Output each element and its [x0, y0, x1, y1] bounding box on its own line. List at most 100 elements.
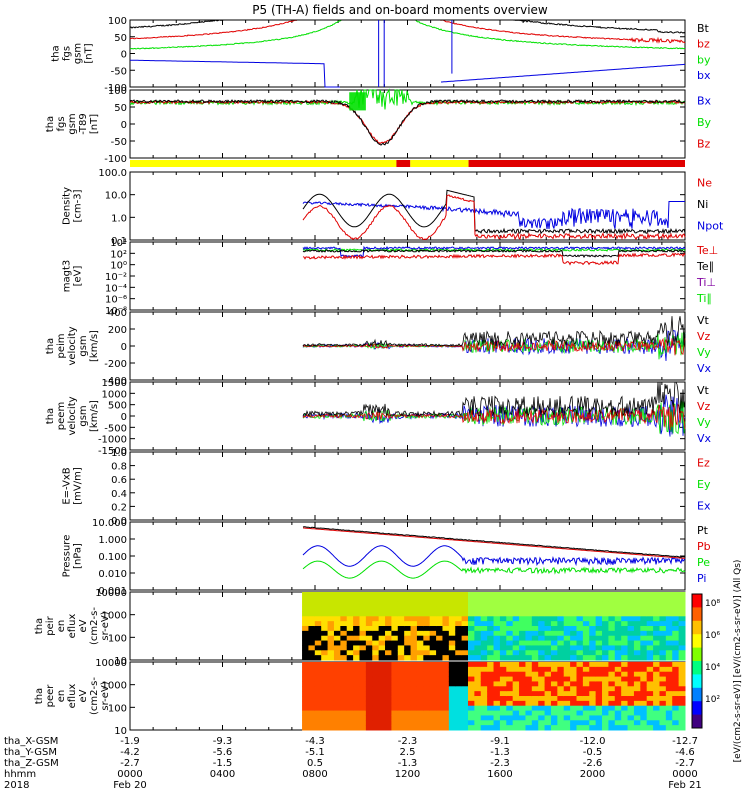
y-axis-label-line: [km/s] [89, 400, 100, 432]
spectrogram-cell [461, 635, 469, 642]
spectrogram-cell [327, 626, 335, 632]
spectrogram-cell [595, 630, 603, 637]
spectrogram-cell [346, 601, 354, 608]
y-axis-label-line: en [56, 620, 67, 633]
spectrogram-cell [672, 700, 680, 707]
spectrogram-cell [576, 705, 584, 712]
legend-Ni: Ni [697, 198, 708, 211]
spectrogram-cell [442, 635, 450, 642]
spectrogram-cell [340, 611, 348, 617]
legend-by: by [697, 53, 711, 66]
spectrogram-cell [659, 640, 667, 646]
spectrogram-cell [321, 650, 329, 656]
spectrogram-cell [404, 696, 412, 702]
spectrogram-cell [340, 645, 348, 651]
spectrogram-cell [442, 681, 450, 687]
spectrogram-cell [614, 710, 622, 716]
spectrogram-cell [333, 640, 341, 646]
spectrogram-cell [519, 596, 526, 603]
spectrogram-cell [314, 671, 322, 678]
spectrogram-cell [512, 696, 520, 702]
spectrogram-cell [678, 621, 686, 627]
spectrogram-cell [353, 671, 360, 678]
spectrogram-cell [493, 681, 501, 687]
spectrogram-cell [563, 596, 571, 603]
spectrogram-cell [416, 686, 424, 692]
spectrogram-cell [302, 650, 309, 656]
spectrogram-cell [659, 616, 667, 622]
spectrogram-cell [653, 720, 660, 726]
spectrogram-cell [321, 662, 329, 668]
spectrogram-cell [359, 676, 367, 682]
spectrogram-cell [308, 606, 316, 612]
spectrogram-cell [633, 686, 641, 692]
spectrogram-cell [487, 686, 495, 692]
spectrogram-cell [385, 611, 392, 617]
series-blue [302, 394, 686, 437]
spectrogram-cell [359, 710, 367, 716]
spectrogram-cell [327, 606, 335, 612]
y-tick-label: 100.0 [98, 168, 127, 179]
spectrogram-cell [499, 676, 507, 682]
spectrogram-cell [487, 700, 495, 707]
spectrogram-cell [333, 655, 341, 661]
spectrogram-cell [423, 671, 431, 678]
spectrogram-cell [633, 635, 641, 642]
spectrogram-cell [474, 650, 482, 656]
spectrogram-cell [346, 666, 354, 673]
spectrogram-cell [340, 705, 348, 712]
spectrogram-cell [410, 715, 418, 721]
spectrogram-cell [340, 691, 348, 697]
spectrogram-cell [576, 662, 584, 668]
spectrogram-cell [308, 720, 316, 726]
spectrogram-cell [499, 681, 507, 687]
spectrogram-cell [544, 705, 552, 712]
spectrogram-cell [429, 715, 437, 721]
spectrogram-cell [372, 630, 380, 637]
spectrogram-cell [423, 621, 431, 627]
spectrogram-cell [557, 630, 565, 637]
spectrogram-cell [557, 616, 565, 622]
spectrogram-cell [391, 686, 399, 692]
series-blue [302, 545, 686, 567]
spectrogram-cell [404, 700, 412, 707]
series-black [302, 381, 686, 418]
spectrogram-cell [538, 720, 546, 726]
spectrogram-cell [308, 621, 316, 627]
spectrogram-cell [538, 616, 546, 622]
spectrogram-cell [627, 691, 635, 697]
spectrogram-cell [531, 630, 539, 637]
spectrogram-cell [302, 606, 309, 612]
spectrogram-cell [404, 676, 412, 682]
spectrogram-cell [480, 671, 488, 678]
spectrogram-cell [595, 700, 603, 707]
spectrogram-cell [640, 662, 648, 668]
spectrogram-cell [659, 725, 667, 731]
legend-bx: bx [697, 69, 711, 82]
spectrogram-cell [531, 592, 539, 598]
spectrogram-cell [372, 720, 380, 726]
series-green [302, 560, 686, 579]
spectrogram-cell [410, 606, 418, 612]
spectrogram-cell [608, 686, 616, 692]
spectrogram-cell [665, 691, 673, 697]
y-axis-label-line: [mV/m] [73, 467, 84, 505]
legend-Pb: Pb [697, 540, 711, 553]
spectrogram-cell [378, 592, 386, 598]
spectrogram-cell [436, 720, 443, 726]
spectrogram-cell [531, 616, 539, 622]
legend-Bt: Bt [697, 22, 710, 35]
spectrogram-cell [353, 662, 360, 668]
spectrogram-cell [576, 671, 584, 678]
spectrogram-cell [436, 696, 443, 702]
spectrogram-cell [582, 655, 590, 661]
spectrogram-cell [633, 681, 641, 687]
spectrogram-cell [391, 705, 399, 712]
spectrogram-cell [314, 676, 322, 682]
spectrogram-cell [372, 626, 380, 632]
spectrogram-cell [442, 671, 450, 678]
spectrogram-cell [608, 705, 616, 712]
spectrogram-cell [519, 616, 526, 622]
spectrogram-cell [576, 621, 584, 627]
